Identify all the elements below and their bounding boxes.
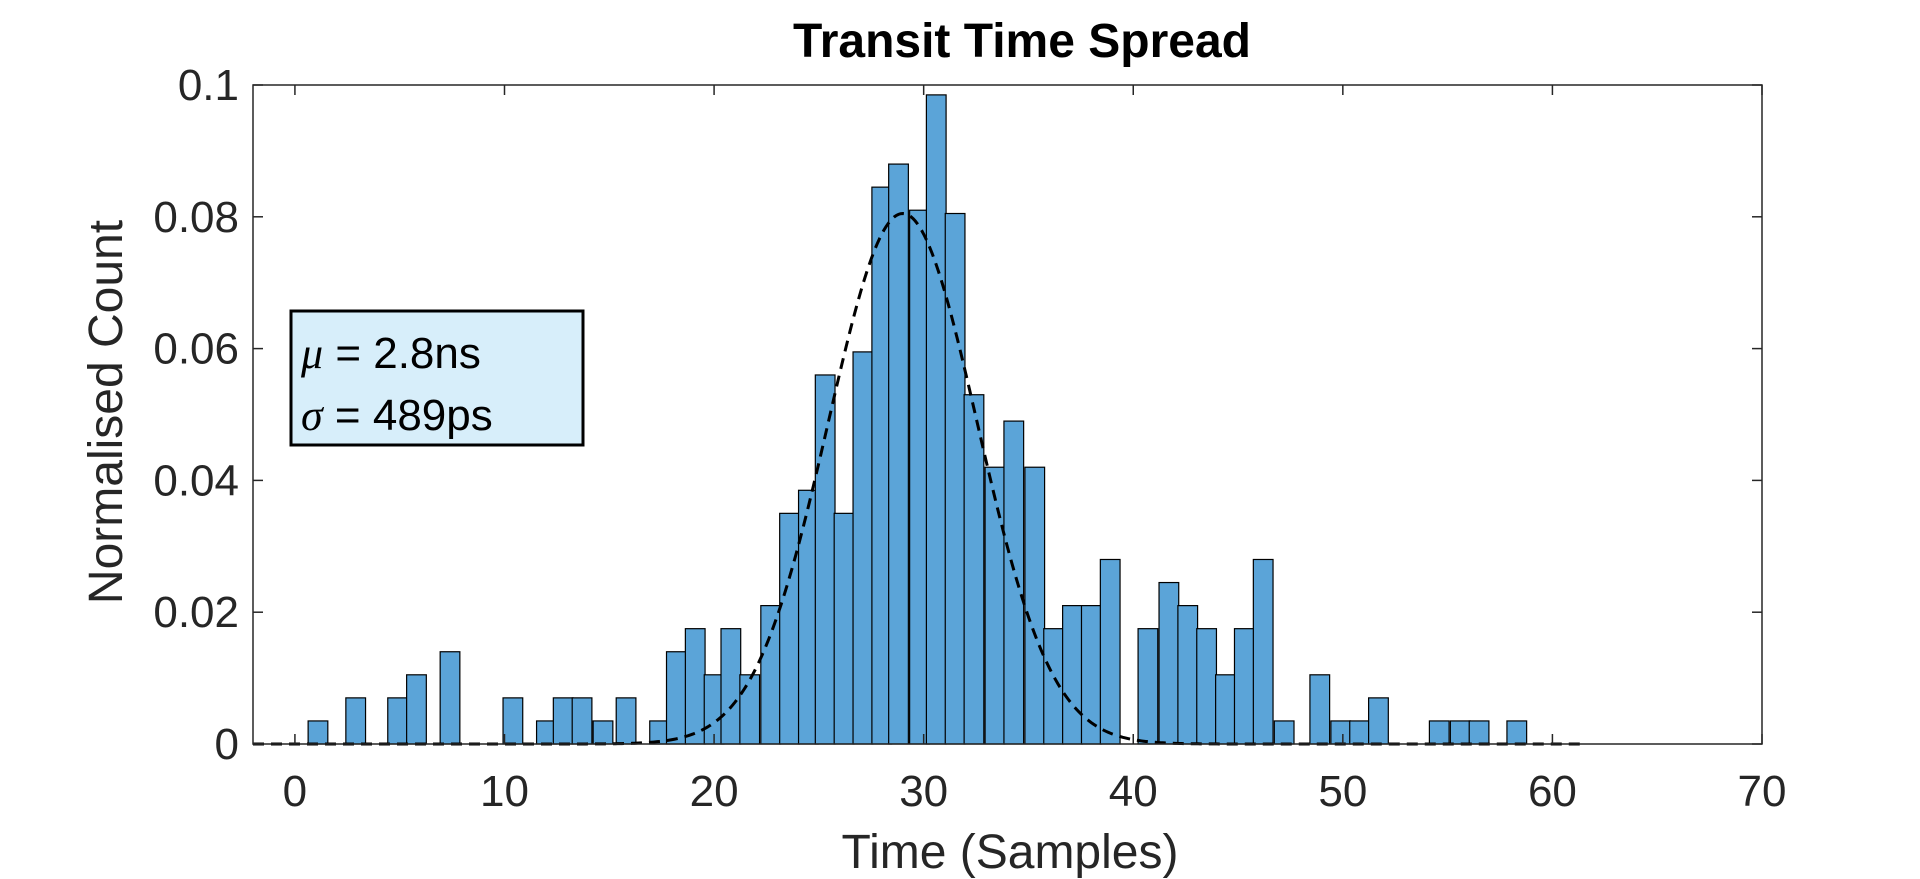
histogram-bar (1428, 720, 1450, 745)
histogram-bar (1233, 628, 1255, 745)
y-tick-label: 0.1 (178, 61, 239, 110)
histogram-bar (684, 628, 706, 745)
sigma-symbol: σ (301, 391, 325, 440)
x-tick-label: 0 (283, 767, 307, 816)
stats-box-background (289, 309, 585, 447)
histogram-bar (615, 697, 637, 745)
histogram-bar (1024, 466, 1046, 745)
histogram-bar (1137, 628, 1159, 745)
sigma-stat-text: σ = 489ps (301, 391, 493, 440)
histogram-bar (1468, 720, 1490, 745)
y-tick-label: 0 (215, 720, 239, 769)
x-tick-label: 20 (690, 767, 739, 816)
histogram-bar (1330, 720, 1352, 745)
histogram-bar (1003, 420, 1025, 745)
x-tick-label: 50 (1318, 767, 1367, 816)
x-tick-label: 10 (480, 767, 529, 816)
x-tick-label: 40 (1109, 767, 1158, 816)
histogram-bar (1252, 558, 1274, 745)
histogram-bar (1449, 720, 1471, 745)
x-axis-ticks: 0 10 20 30 40 50 60 70 (283, 85, 1787, 816)
histogram-bar (720, 628, 742, 745)
histogram-bar (833, 512, 855, 745)
histogram-bar (1368, 697, 1389, 745)
sigma-value: = 489ps (323, 391, 493, 440)
histogram-bar (387, 697, 409, 745)
histogram-bar (1506, 720, 1528, 745)
histogram-bar (1062, 605, 1083, 745)
plot-area-frame (252, 84, 1763, 745)
x-tick-label: 30 (899, 767, 948, 816)
y-axis-ticks: 0 0.02 0.04 0.06 0.08 0.1 (153, 61, 1762, 769)
histogram-bar (1309, 674, 1331, 745)
histogram-bar (502, 697, 524, 745)
histogram-bar (888, 163, 909, 745)
mu-value: = 2.8ns (323, 329, 481, 378)
chart-title: Transit Time Spread (793, 15, 1251, 68)
x-tick-label: 60 (1528, 767, 1577, 816)
histogram-bar (307, 720, 329, 745)
histogram-bar (665, 651, 687, 745)
histogram-bar (739, 674, 761, 745)
y-tick-label: 0.02 (153, 588, 239, 637)
histogram-bar (1215, 674, 1236, 745)
histogram-bar (1196, 628, 1218, 745)
histogram-bar (345, 697, 367, 745)
histogram-bar (439, 651, 461, 745)
y-tick-label: 0.06 (153, 325, 239, 374)
histogram-bar (1273, 720, 1295, 745)
histogram-bar (944, 212, 966, 745)
histogram-bar (984, 466, 1006, 745)
y-tick-label: 0.08 (153, 193, 239, 242)
histogram-bar (552, 697, 574, 745)
histogram-bar (571, 697, 593, 745)
histogram-bar (1177, 605, 1199, 745)
mu-stat-text: μ = 2.8ns (300, 329, 481, 378)
histogram-bar (852, 351, 874, 745)
x-axis-label: Time (Samples) (842, 826, 1179, 879)
histogram-bar (406, 674, 427, 745)
histogram-bar (760, 605, 782, 745)
histogram-bar (1349, 720, 1371, 745)
y-axis-label: Normalised Count (80, 220, 133, 604)
histogram-bar (925, 94, 947, 745)
histogram-bar (963, 394, 985, 745)
x-tick-label: 70 (1738, 767, 1787, 816)
mu-symbol: μ (300, 329, 323, 378)
histogram-bar (1158, 581, 1180, 745)
stats-annotation-box: μ = 2.8ns σ = 489ps (289, 309, 585, 447)
histogram-bar (592, 720, 614, 745)
histogram-bar (779, 512, 800, 745)
y-tick-label: 0.04 (153, 456, 239, 505)
histogram-bar (1099, 558, 1121, 745)
